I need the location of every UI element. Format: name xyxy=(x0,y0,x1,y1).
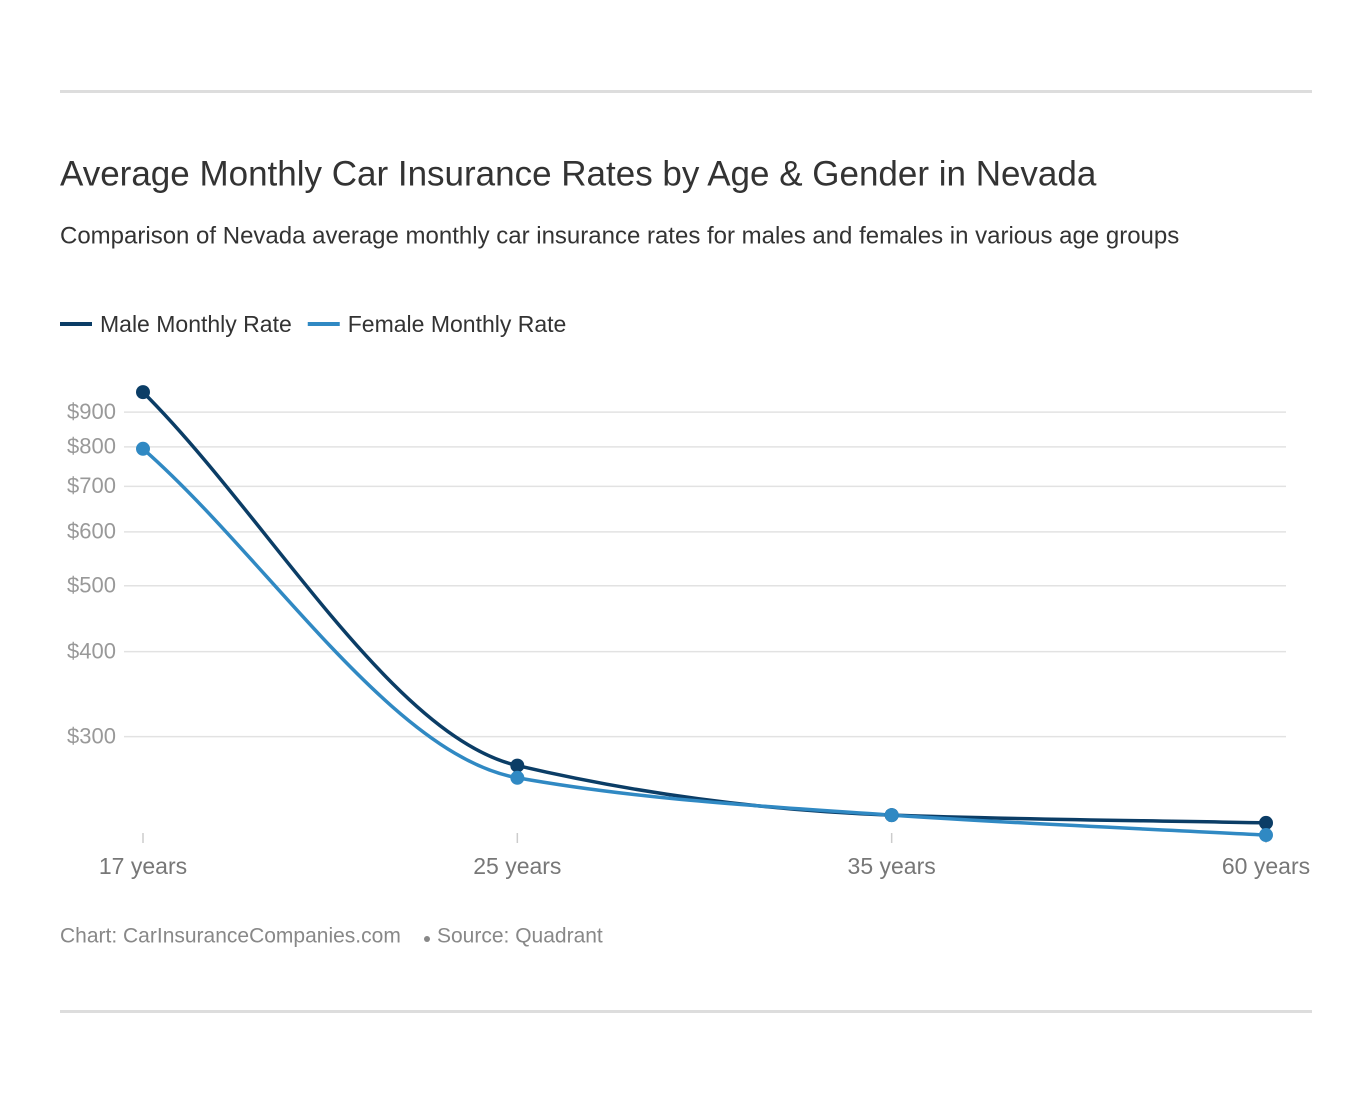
credit: Chart: CarInsuranceCompanies.com xyxy=(60,925,401,948)
data-point xyxy=(510,758,525,773)
top-rule xyxy=(60,90,1312,93)
data-point xyxy=(510,770,525,785)
separator xyxy=(424,936,430,942)
data-point xyxy=(884,808,899,823)
y-tick-label: $500 xyxy=(67,573,116,598)
legend-label: Female Monthly Rate xyxy=(348,311,567,337)
series-line xyxy=(141,390,1267,825)
y-tick-label: $400 xyxy=(67,638,116,663)
x-tick-label: 17 years xyxy=(99,853,187,879)
series-line xyxy=(141,447,1267,837)
y-tick-label: $700 xyxy=(67,473,116,498)
data-point xyxy=(136,441,150,456)
chart-subtitle: Comparison of Nevada average monthly car… xyxy=(60,222,1179,249)
x-tick-label: 35 years xyxy=(848,853,936,879)
y-tick-label: $300 xyxy=(67,723,116,748)
legend: Male Monthly Rate Female Monthly Rate xyxy=(60,311,566,337)
data-point xyxy=(1259,828,1273,843)
y-tick-label: $800 xyxy=(67,434,116,459)
chart-title: Average Monthly Car Insurance Rates by A… xyxy=(60,154,1097,193)
source: Source: Quadrant xyxy=(437,925,603,948)
x-tick-label: 25 years xyxy=(473,853,561,879)
x-tick-label: 60 years xyxy=(1222,853,1310,879)
y-tick-label: $600 xyxy=(67,519,116,544)
data-point xyxy=(136,385,150,400)
bottom-rule xyxy=(60,1010,1312,1013)
y-tick-label: $900 xyxy=(67,399,116,424)
data-point xyxy=(1259,815,1273,830)
legend-label: Male Monthly Rate xyxy=(100,311,292,337)
